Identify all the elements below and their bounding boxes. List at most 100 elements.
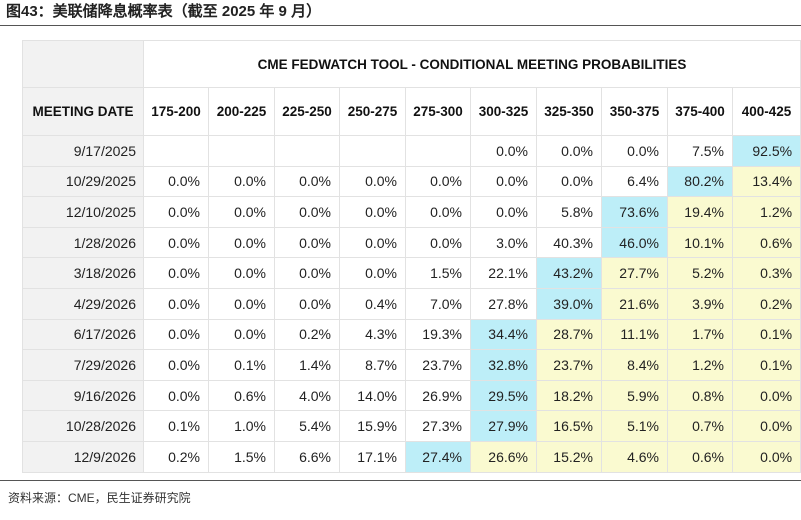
probability-cell <box>339 135 406 167</box>
probability-cell: 7.0% <box>405 287 471 320</box>
probability-cell: 32.8% <box>470 349 537 381</box>
table-row: 12/9/2026 0.2% 1.5% 6.6% 17.1% 27.4% 26.6% 15.2… <box>22 440 801 473</box>
probability-cell: 0.0% <box>143 287 209 320</box>
probability-cell: 0.0% <box>143 226 209 259</box>
table-row: 9/16/2026 0.0% 0.6% 4.0% 14.0% 26.9% 29.5% 18.2… <box>22 379 801 412</box>
meeting-date-cell: 12/9/2026 <box>22 440 144 473</box>
probability-cell: 22.1% <box>470 257 537 289</box>
rate-range-header: 250-275 <box>339 87 406 136</box>
meeting-date-cell: 10/29/2025 <box>22 165 144 198</box>
probability-cell: 27.9% <box>470 410 537 442</box>
probability-cell: 0.0% <box>274 287 340 320</box>
probability-cell: 21.6% <box>601 287 668 320</box>
probability-cell: 1.0% <box>208 410 275 442</box>
rate-range-header: 275-300 <box>405 87 471 136</box>
probability-cell: 0.0% <box>274 196 340 228</box>
probability-cell: 0.0% <box>143 318 209 351</box>
rate-range-header: 325-350 <box>536 87 602 136</box>
table-corner-cell <box>22 40 144 88</box>
probability-cell: 92.5% <box>731 135 801 167</box>
probability-cell: 11.1% <box>601 318 668 351</box>
probability-cell: 23.7% <box>536 349 602 381</box>
probability-cell: 0.8% <box>667 379 733 412</box>
probability-cell: 0.7% <box>667 410 733 442</box>
probability-cell: 0.4% <box>339 287 406 320</box>
probability-cell: 29.5% <box>470 379 537 412</box>
probability-cell: 14.0% <box>339 379 406 412</box>
probability-cell: 73.6% <box>601 196 668 228</box>
probability-cell: 8.7% <box>339 349 406 381</box>
fedwatch-probability-table: CME FEDWATCH TOOL - CONDITIONAL MEETING … <box>22 40 801 473</box>
probability-cell: 3.9% <box>667 287 733 320</box>
probability-cell: 4.0% <box>274 379 340 412</box>
probability-cell: 5.1% <box>601 410 668 442</box>
probability-cell: 0.2% <box>143 440 209 473</box>
probability-cell <box>274 135 340 167</box>
probability-cell: 5.2% <box>667 257 733 289</box>
probability-cell: 0.0% <box>208 196 275 228</box>
probability-cell: 0.1% <box>731 318 801 351</box>
probability-cell: 15.9% <box>339 410 406 442</box>
probability-cell: 0.0% <box>208 165 275 198</box>
probability-cell: 0.0% <box>208 318 275 351</box>
probability-cell: 5.4% <box>274 410 340 442</box>
probability-cell: 0.0% <box>143 257 209 289</box>
meeting-date-cell: 9/16/2026 <box>22 379 144 412</box>
probability-cell: 46.0% <box>601 226 668 259</box>
probability-cell: 26.6% <box>470 440 537 473</box>
table-row: 3/18/2026 0.0% 0.0% 0.0% 0.0% 1.5% 22.1% 43.2% 2… <box>22 257 801 289</box>
rate-range-header: 400-425 <box>731 87 801 136</box>
probability-cell: 0.0% <box>339 196 406 228</box>
bottom-rule <box>0 480 801 481</box>
probability-cell: 0.0% <box>274 226 340 259</box>
probability-cell: 18.2% <box>536 379 602 412</box>
table-body: 9/17/2025 0.0% 0.0% 0.0% 7.5% 92.5% 10/29/2025… <box>22 135 801 473</box>
probability-cell: 0.0% <box>405 196 471 228</box>
column-header-row: MEETING DATE 175-200 200-225 225-250 250-27… <box>22 87 801 136</box>
table-row: 10/28/2026 0.1% 1.0% 5.4% 15.9% 27.3% 27.9% 16.… <box>22 410 801 442</box>
source-note: 资料来源：CME，民生证券研究院 <box>8 491 191 505</box>
meeting-date-cell: 3/18/2026 <box>22 257 144 289</box>
meeting-date-cell: 6/17/2026 <box>22 318 144 351</box>
probability-cell: 0.6% <box>208 379 275 412</box>
probability-cell: 17.1% <box>339 440 406 473</box>
probability-cell: 0.0% <box>143 379 209 412</box>
probability-cell: 7.5% <box>667 135 733 167</box>
meeting-date-cell: 1/28/2026 <box>22 226 144 259</box>
probability-cell: 43.2% <box>536 257 602 289</box>
probability-cell: 0.0% <box>339 165 406 198</box>
probability-cell: 1.5% <box>405 257 471 289</box>
probability-cell: 0.3% <box>731 257 801 289</box>
probability-cell: 3.0% <box>470 226 537 259</box>
probability-cell: 0.2% <box>274 318 340 351</box>
probability-cell: 0.6% <box>731 226 801 259</box>
table-row: 9/17/2025 0.0% 0.0% 0.0% 7.5% 92.5% <box>22 135 801 167</box>
probability-cell: 5.9% <box>601 379 668 412</box>
probability-cell: 23.7% <box>405 349 471 381</box>
probability-cell: 4.6% <box>601 440 668 473</box>
probability-cell: 0.0% <box>731 379 801 412</box>
probability-cell: 15.2% <box>536 440 602 473</box>
probability-cell: 0.0% <box>536 135 602 167</box>
probability-cell: 0.0% <box>208 287 275 320</box>
probability-cell: 1.5% <box>208 440 275 473</box>
top-rule <box>0 25 801 26</box>
probability-cell: 0.0% <box>731 440 801 473</box>
probability-cell: 1.7% <box>667 318 733 351</box>
probability-cell: 34.4% <box>470 318 537 351</box>
rate-range-header: 175-200 <box>143 87 209 136</box>
table-row: 1/28/2026 0.0% 0.0% 0.0% 0.0% 0.0% 3.0% 40.3% 46… <box>22 226 801 259</box>
rate-range-header: 350-375 <box>601 87 668 136</box>
meeting-date-cell: 4/29/2026 <box>22 287 144 320</box>
fedwatch-table-container: CME FEDWATCH TOOL - CONDITIONAL MEETING … <box>22 40 801 473</box>
probability-cell: 0.0% <box>405 226 471 259</box>
rate-range-header: 375-400 <box>667 87 733 136</box>
probability-cell: 0.0% <box>601 135 668 167</box>
probability-cell: 0.0% <box>470 196 537 228</box>
probability-cell: 1.2% <box>731 196 801 228</box>
probability-cell: 0.1% <box>731 349 801 381</box>
meeting-date-cell: 9/17/2025 <box>22 135 144 167</box>
figure-title: 图43：美联储降息概率表（截至 2025 年 9 月） <box>6 3 322 20</box>
probability-cell <box>143 135 209 167</box>
probability-cell: 19.4% <box>667 196 733 228</box>
